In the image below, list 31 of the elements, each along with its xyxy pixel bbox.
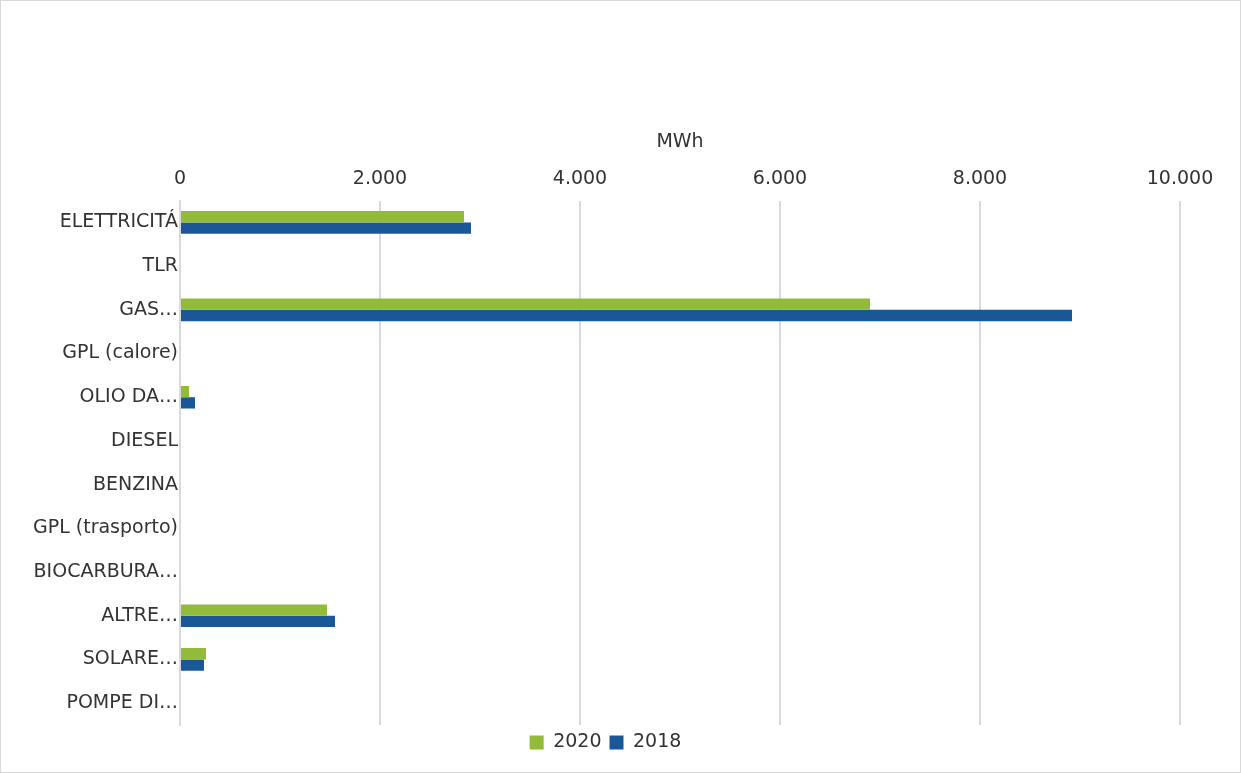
y-tick-label: POMPE DI…	[66, 690, 178, 713]
x-tick-label: 8.000	[952, 166, 1008, 189]
x-tick-label: 0	[173, 166, 187, 189]
y-tick-label: ELETTRICITÁ	[59, 209, 178, 232]
y-tick-label: ALTRE…	[101, 602, 178, 625]
bar	[181, 298, 870, 310]
y-tick-label: BENZINA	[92, 471, 178, 494]
y-tick-label: DIESEL	[111, 427, 179, 450]
bar	[181, 615, 335, 628]
legend-label: 2018	[633, 729, 682, 752]
bar	[181, 659, 205, 671]
bar	[181, 309, 1072, 322]
bar	[181, 648, 207, 660]
y-tick-label: SOLARE…	[82, 646, 178, 669]
y-tick-label: TLR	[141, 253, 178, 276]
bar	[181, 211, 464, 223]
legend-label: 2020	[553, 729, 602, 752]
y-tick-label: GAS…	[119, 296, 178, 319]
y-tick-label: BIOCARBURA…	[33, 558, 178, 581]
x-axis-title: MWh	[656, 129, 704, 152]
bar	[181, 222, 471, 234]
x-tick-label: 2.000	[352, 166, 408, 189]
x-tick-label: 10.000	[1146, 166, 1214, 189]
y-tick-label: GPL (calore)	[62, 340, 178, 363]
bar	[181, 385, 190, 398]
y-tick-label: GPL (trasporto)	[32, 515, 178, 538]
bar	[181, 397, 196, 409]
x-tick-label: 4.000	[552, 166, 608, 189]
bar	[181, 604, 327, 616]
y-tick-label: OLIO DA…	[79, 384, 178, 407]
x-tick-label: 6.000	[752, 166, 808, 189]
